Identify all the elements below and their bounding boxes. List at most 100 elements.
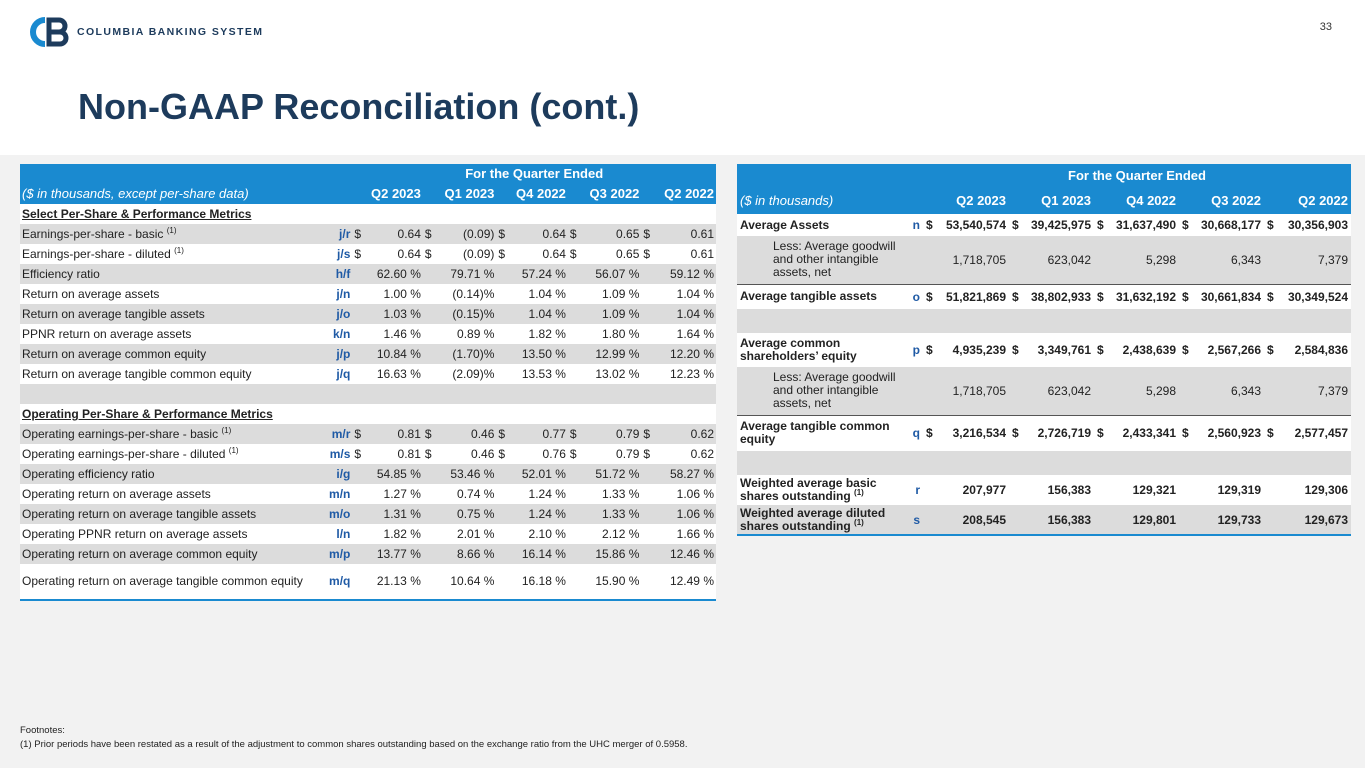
currency-symbol	[1094, 505, 1108, 536]
row-label-text: Average common shareholders’ equity	[740, 336, 857, 363]
footnote-1: (1) Prior periods have been restated as …	[20, 739, 688, 750]
cell-value: 0.46	[471, 427, 495, 441]
table-row: Efficiency ratio h/f 62.60 % 79.71 % 57.24 %…	[20, 264, 716, 284]
row-label: Operating earnings-per-share - diluted (…	[20, 444, 312, 464]
cell-value: 1.64 %	[676, 327, 714, 341]
row-label-text: Return on average tangible common equity	[22, 367, 252, 381]
row-code: j/r	[339, 227, 351, 241]
currency-symbol	[641, 464, 659, 484]
currency-symbol	[1094, 475, 1108, 505]
currency-symbol	[923, 236, 939, 284]
per-share-metrics-table: For the Quarter Ended ($ in thousands, ex…	[20, 164, 716, 601]
currency-symbol	[923, 475, 939, 505]
cell-value: 1,718,705	[952, 383, 1006, 398]
row-code: i/g	[336, 467, 351, 481]
currency-symbol	[641, 304, 659, 324]
cell-value: 129,306	[1304, 483, 1348, 497]
currency-symbol	[568, 504, 586, 524]
cell-value: 1.06 %	[676, 507, 714, 521]
currency-symbol	[352, 344, 368, 364]
spacer	[737, 451, 1351, 475]
row-code: o	[905, 283, 923, 309]
footnote-ref: (1)	[854, 517, 864, 527]
cell-value: 1.06 %	[676, 487, 714, 501]
currency-symbol	[641, 364, 659, 384]
header-blank	[737, 164, 923, 186]
column-header: Q3 2022	[567, 183, 642, 204]
currency-symbol	[641, 504, 659, 524]
currency-symbol: $	[1012, 218, 1019, 232]
row-label: Operating return on average tangible com…	[20, 564, 313, 601]
cell-value: 1.04 %	[676, 307, 714, 321]
currency-symbol	[352, 464, 368, 484]
currency-symbol	[352, 544, 368, 564]
currency-symbol	[352, 324, 368, 344]
cell-value: (0.09)	[463, 227, 495, 241]
currency-symbol	[496, 364, 514, 384]
currency-symbol: $	[498, 427, 506, 441]
row-label: PPNR return on average assets	[20, 324, 312, 344]
cell-value: 51.72 %	[595, 467, 640, 481]
cell-value: 0.81	[397, 447, 421, 461]
period-header: For the Quarter Ended	[923, 164, 1351, 186]
currency-symbol: $	[354, 427, 362, 441]
cell-value: 207,977	[962, 483, 1006, 497]
cell-value: 6,343	[1230, 252, 1261, 267]
cell-value: 2,433,341	[1108, 414, 1179, 451]
currency-symbol: $	[354, 447, 362, 461]
row-label: Average Assets	[737, 214, 905, 236]
cell-value: 623,042	[1047, 383, 1091, 398]
period-header: For the Quarter Ended	[352, 164, 716, 183]
row-code: j/o	[336, 307, 351, 321]
footnote-ref: (1)	[174, 246, 184, 255]
row-label-text: Less: Average goodwill and other intangi…	[773, 239, 896, 280]
table-row: Average tangible common equity q $3,216,53…	[737, 414, 1351, 451]
slide-header: COLUMBIA BANKING SYSTEM 33 Non-GAAP Reco…	[0, 0, 1365, 155]
row-label: Average common shareholders’ equity	[737, 333, 905, 367]
currency-symbol: $	[498, 247, 506, 261]
currency-symbol: $	[569, 427, 577, 441]
cell-value: 5,298	[1145, 252, 1176, 267]
cell-value: 12.99 %	[595, 347, 640, 361]
currency-symbol	[496, 564, 515, 601]
row-label: Weighted average basic shares outstandin…	[737, 475, 905, 505]
cell-value: 59.12 %	[669, 267, 714, 281]
column-header: Q4 2022	[1094, 186, 1179, 214]
cell-value: 12.23 %	[669, 367, 714, 381]
page-title: Non-GAAP Reconciliation (cont.)	[78, 86, 640, 127]
cell-value: 13.53 %	[521, 367, 566, 381]
row-code: m/o	[329, 507, 351, 521]
spacer-row	[20, 384, 716, 404]
currency-symbol	[1179, 505, 1193, 536]
cell-value: 0.65	[616, 227, 640, 241]
content-area: For the Quarter Ended ($ in thousands, ex…	[0, 155, 1365, 768]
currency-symbol: $	[1182, 218, 1189, 232]
company-name: COLUMBIA BANKING SYSTEM	[77, 26, 264, 38]
currency-symbol: $	[569, 447, 577, 461]
currency-symbol	[1264, 475, 1278, 505]
cell-value: 1.24 %	[528, 487, 566, 501]
currency-symbol: $	[643, 247, 651, 261]
cell-value: 12.46 %	[669, 547, 714, 561]
currency-symbol	[496, 264, 514, 284]
cell-value: 4,935,239	[952, 343, 1006, 357]
cell-value: 58.27 %	[669, 467, 714, 481]
cell-value: 3,349,761	[1037, 343, 1091, 357]
cell-value: 31,637,490	[1115, 218, 1176, 232]
currency-symbol: $	[926, 218, 933, 232]
row-label: Return on average tangible assets	[20, 304, 312, 324]
row-code: j/q	[336, 367, 351, 381]
currency-symbol	[1009, 505, 1023, 536]
row-label: Operating efficiency ratio	[20, 464, 312, 484]
currency-symbol	[1009, 236, 1023, 284]
currency-symbol: $	[1267, 218, 1274, 232]
table-row: Average tangible assets o $51,821,869 $38,8…	[737, 283, 1351, 309]
cell-value: (0.09)	[463, 247, 495, 261]
cell-value: 16.14 %	[521, 547, 566, 561]
table-row: Operating earnings-per-share - diluted (…	[20, 444, 716, 464]
currency-symbol	[568, 304, 586, 324]
header-row-columns: ($ in thousands, except per-share data) Q…	[20, 183, 716, 204]
row-code: m/p	[329, 547, 351, 561]
currency-symbol	[568, 324, 586, 344]
cell-value: 0.79	[616, 427, 640, 441]
